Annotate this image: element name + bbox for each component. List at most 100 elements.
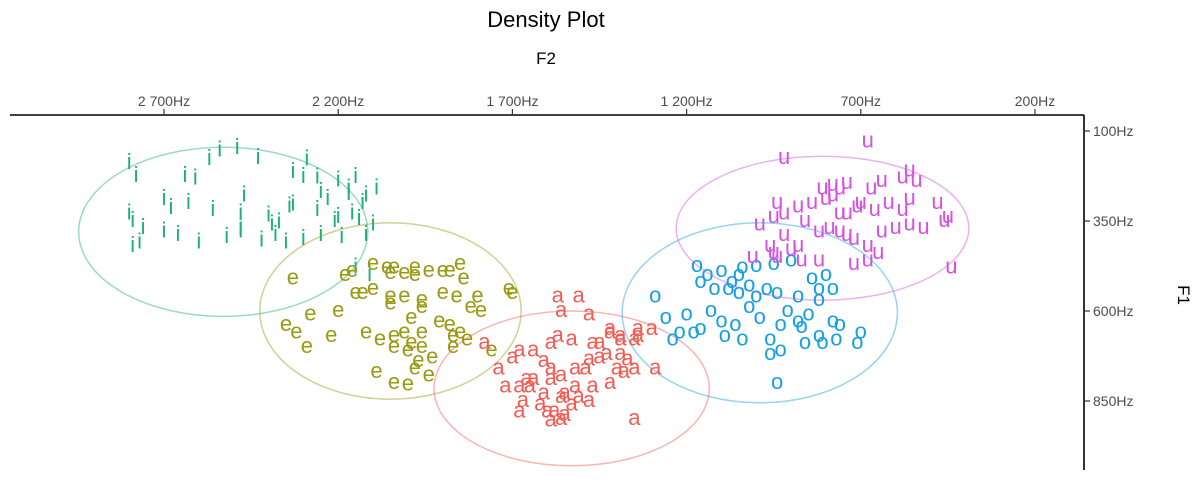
y-axis-title: F1 (1174, 285, 1193, 305)
point-u: u (795, 246, 807, 271)
point-u: u (945, 254, 957, 279)
point-i: i (290, 191, 295, 216)
point-a: a (593, 344, 606, 369)
point-e: e (332, 297, 344, 322)
point-o: o (754, 304, 766, 329)
point-o: o (719, 322, 731, 347)
point-o: o (775, 336, 787, 361)
point-u: u (834, 200, 846, 225)
x-axis-title: F2 (536, 49, 556, 68)
point-u: u (903, 185, 915, 210)
y-tick-label: 100Hz (1093, 123, 1133, 139)
y-tick-label: 850Hz (1093, 393, 1133, 409)
point-i: i (315, 196, 320, 221)
y-tick-label: 350Hz (1093, 213, 1133, 229)
point-i: i (137, 228, 142, 253)
point-o: o (799, 329, 811, 354)
point-i: i (193, 164, 198, 189)
point-i: i (242, 182, 247, 207)
point-i: i (224, 223, 229, 248)
point-u: u (771, 189, 783, 214)
point-e: e (374, 326, 386, 351)
point-i: i (210, 196, 215, 221)
point-a: a (478, 329, 491, 354)
point-a: a (566, 326, 579, 351)
point-i: i (182, 162, 187, 187)
x-tick-label: 2 700Hz (138, 93, 190, 109)
point-o: o (771, 369, 783, 394)
point-e: e (437, 279, 449, 304)
point-e: e (370, 358, 382, 383)
point-e: e (367, 275, 379, 300)
point-a: a (506, 344, 519, 369)
point-e: e (388, 333, 400, 358)
point-u: u (938, 207, 950, 232)
point-o: o (813, 322, 825, 347)
point-e: e (367, 250, 379, 275)
point-i: i (162, 185, 167, 210)
point-i: i (304, 146, 309, 171)
point-u: u (771, 243, 783, 268)
chart-title: Density Plot (487, 7, 604, 32)
x-axis-ticks: 2 700Hz 2 200Hz 1 700Hz 1 200Hz 700Hz 200Hz (138, 93, 1055, 115)
x-tick-label: 1 200Hz (661, 93, 713, 109)
point-a: a (499, 372, 512, 397)
point-i: i (353, 163, 358, 188)
y-tick-label: 600Hz (1093, 303, 1133, 319)
data-points: ii i i iiii ii i i i iiiiiiii i i iii iiiii ii iiiiiii… (127, 128, 958, 432)
point-a: a (628, 405, 641, 430)
point-a: a (632, 322, 645, 347)
point-i: i (256, 144, 261, 169)
point-e: e (349, 279, 361, 304)
point-e: e (384, 290, 396, 315)
point-u: u (883, 189, 895, 214)
point-a: a (583, 345, 596, 370)
point-o: o (813, 275, 825, 300)
point-e: e (388, 369, 400, 394)
point-u: u (862, 128, 874, 153)
point-e: e (409, 261, 421, 286)
point-e: e (416, 293, 428, 318)
point-e: e (464, 293, 476, 318)
x-tick-label: 700Hz (841, 93, 881, 109)
point-o: o (694, 315, 706, 340)
point-a: a (517, 387, 530, 412)
point-i: i (186, 189, 191, 214)
point-o: o (830, 326, 842, 351)
point-i: i (259, 227, 264, 252)
point-a: a (534, 390, 547, 415)
point-e: e (447, 333, 459, 358)
point-e: e (461, 326, 473, 351)
point-a: a (566, 390, 579, 415)
point-o: o (733, 261, 745, 286)
point-e: e (506, 279, 518, 304)
y-axis-ticks: 100Hz 350Hz 600Hz 850Hz (1084, 123, 1133, 409)
point-i: i (134, 162, 139, 187)
point-i: i (283, 228, 288, 253)
point-i: i (290, 158, 295, 183)
point-i: i (336, 166, 341, 191)
x-tick-label: 1 700Hz (486, 93, 538, 109)
point-i: i (196, 228, 201, 253)
point-i: i (207, 145, 212, 170)
point-i: i (130, 232, 135, 257)
point-e: e (287, 264, 299, 289)
point-i: i (175, 221, 180, 246)
point-o: o (667, 326, 679, 351)
point-o: o (851, 329, 863, 354)
point-i: i (217, 137, 222, 162)
point-u: u (872, 239, 884, 264)
point-i: i (364, 182, 369, 207)
point-i: i (273, 221, 278, 246)
point-e: e (402, 371, 414, 396)
point-i: i (169, 194, 174, 219)
point-i: i (235, 134, 240, 159)
point-u: u (917, 214, 929, 239)
ellipse-i (79, 147, 368, 316)
point-i: i (162, 218, 167, 243)
point-o: o (736, 326, 748, 351)
point-i: i (325, 185, 330, 210)
point-a: a (583, 300, 596, 325)
